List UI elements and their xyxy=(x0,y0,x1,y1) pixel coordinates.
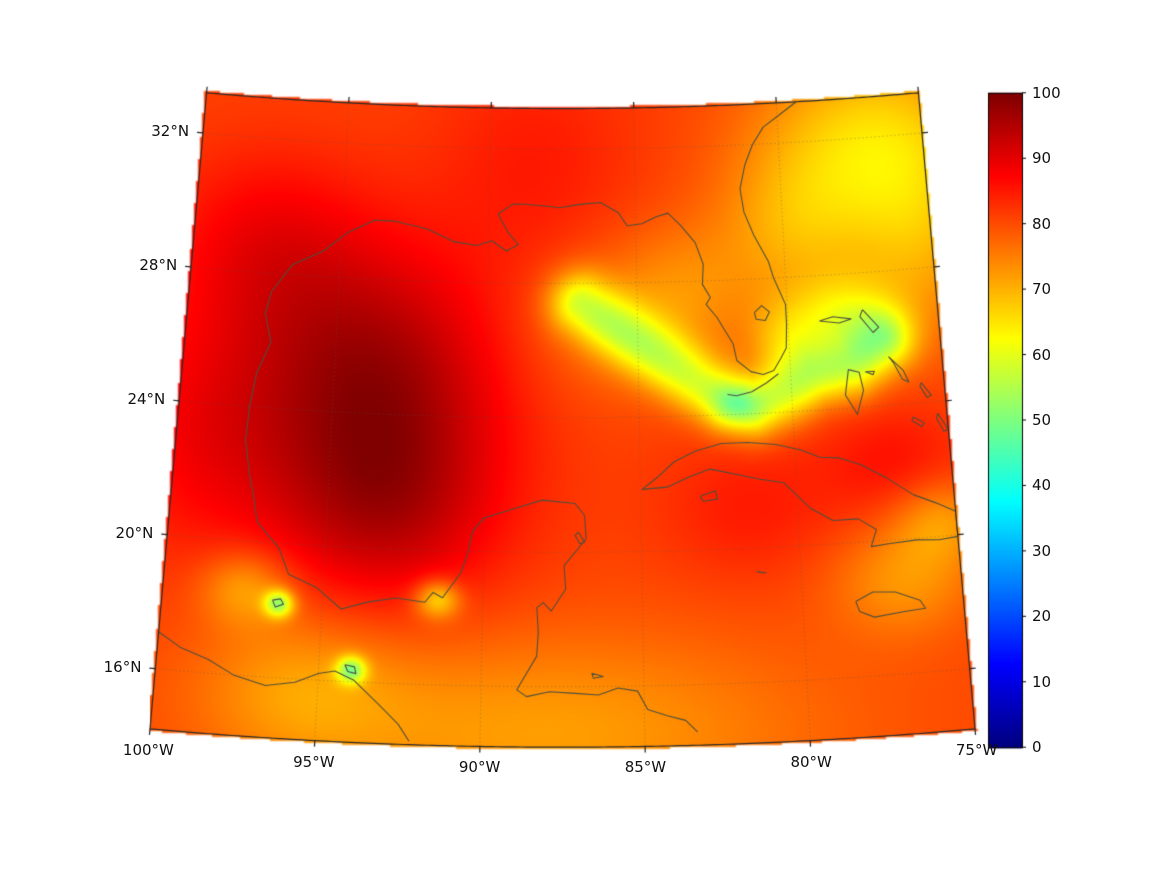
map-canvas xyxy=(0,0,1167,875)
figure: 100°W 95°W 90°W 85°W 80°W 75°W 16°N 20°N 24°N 28°… xyxy=(0,0,1167,875)
